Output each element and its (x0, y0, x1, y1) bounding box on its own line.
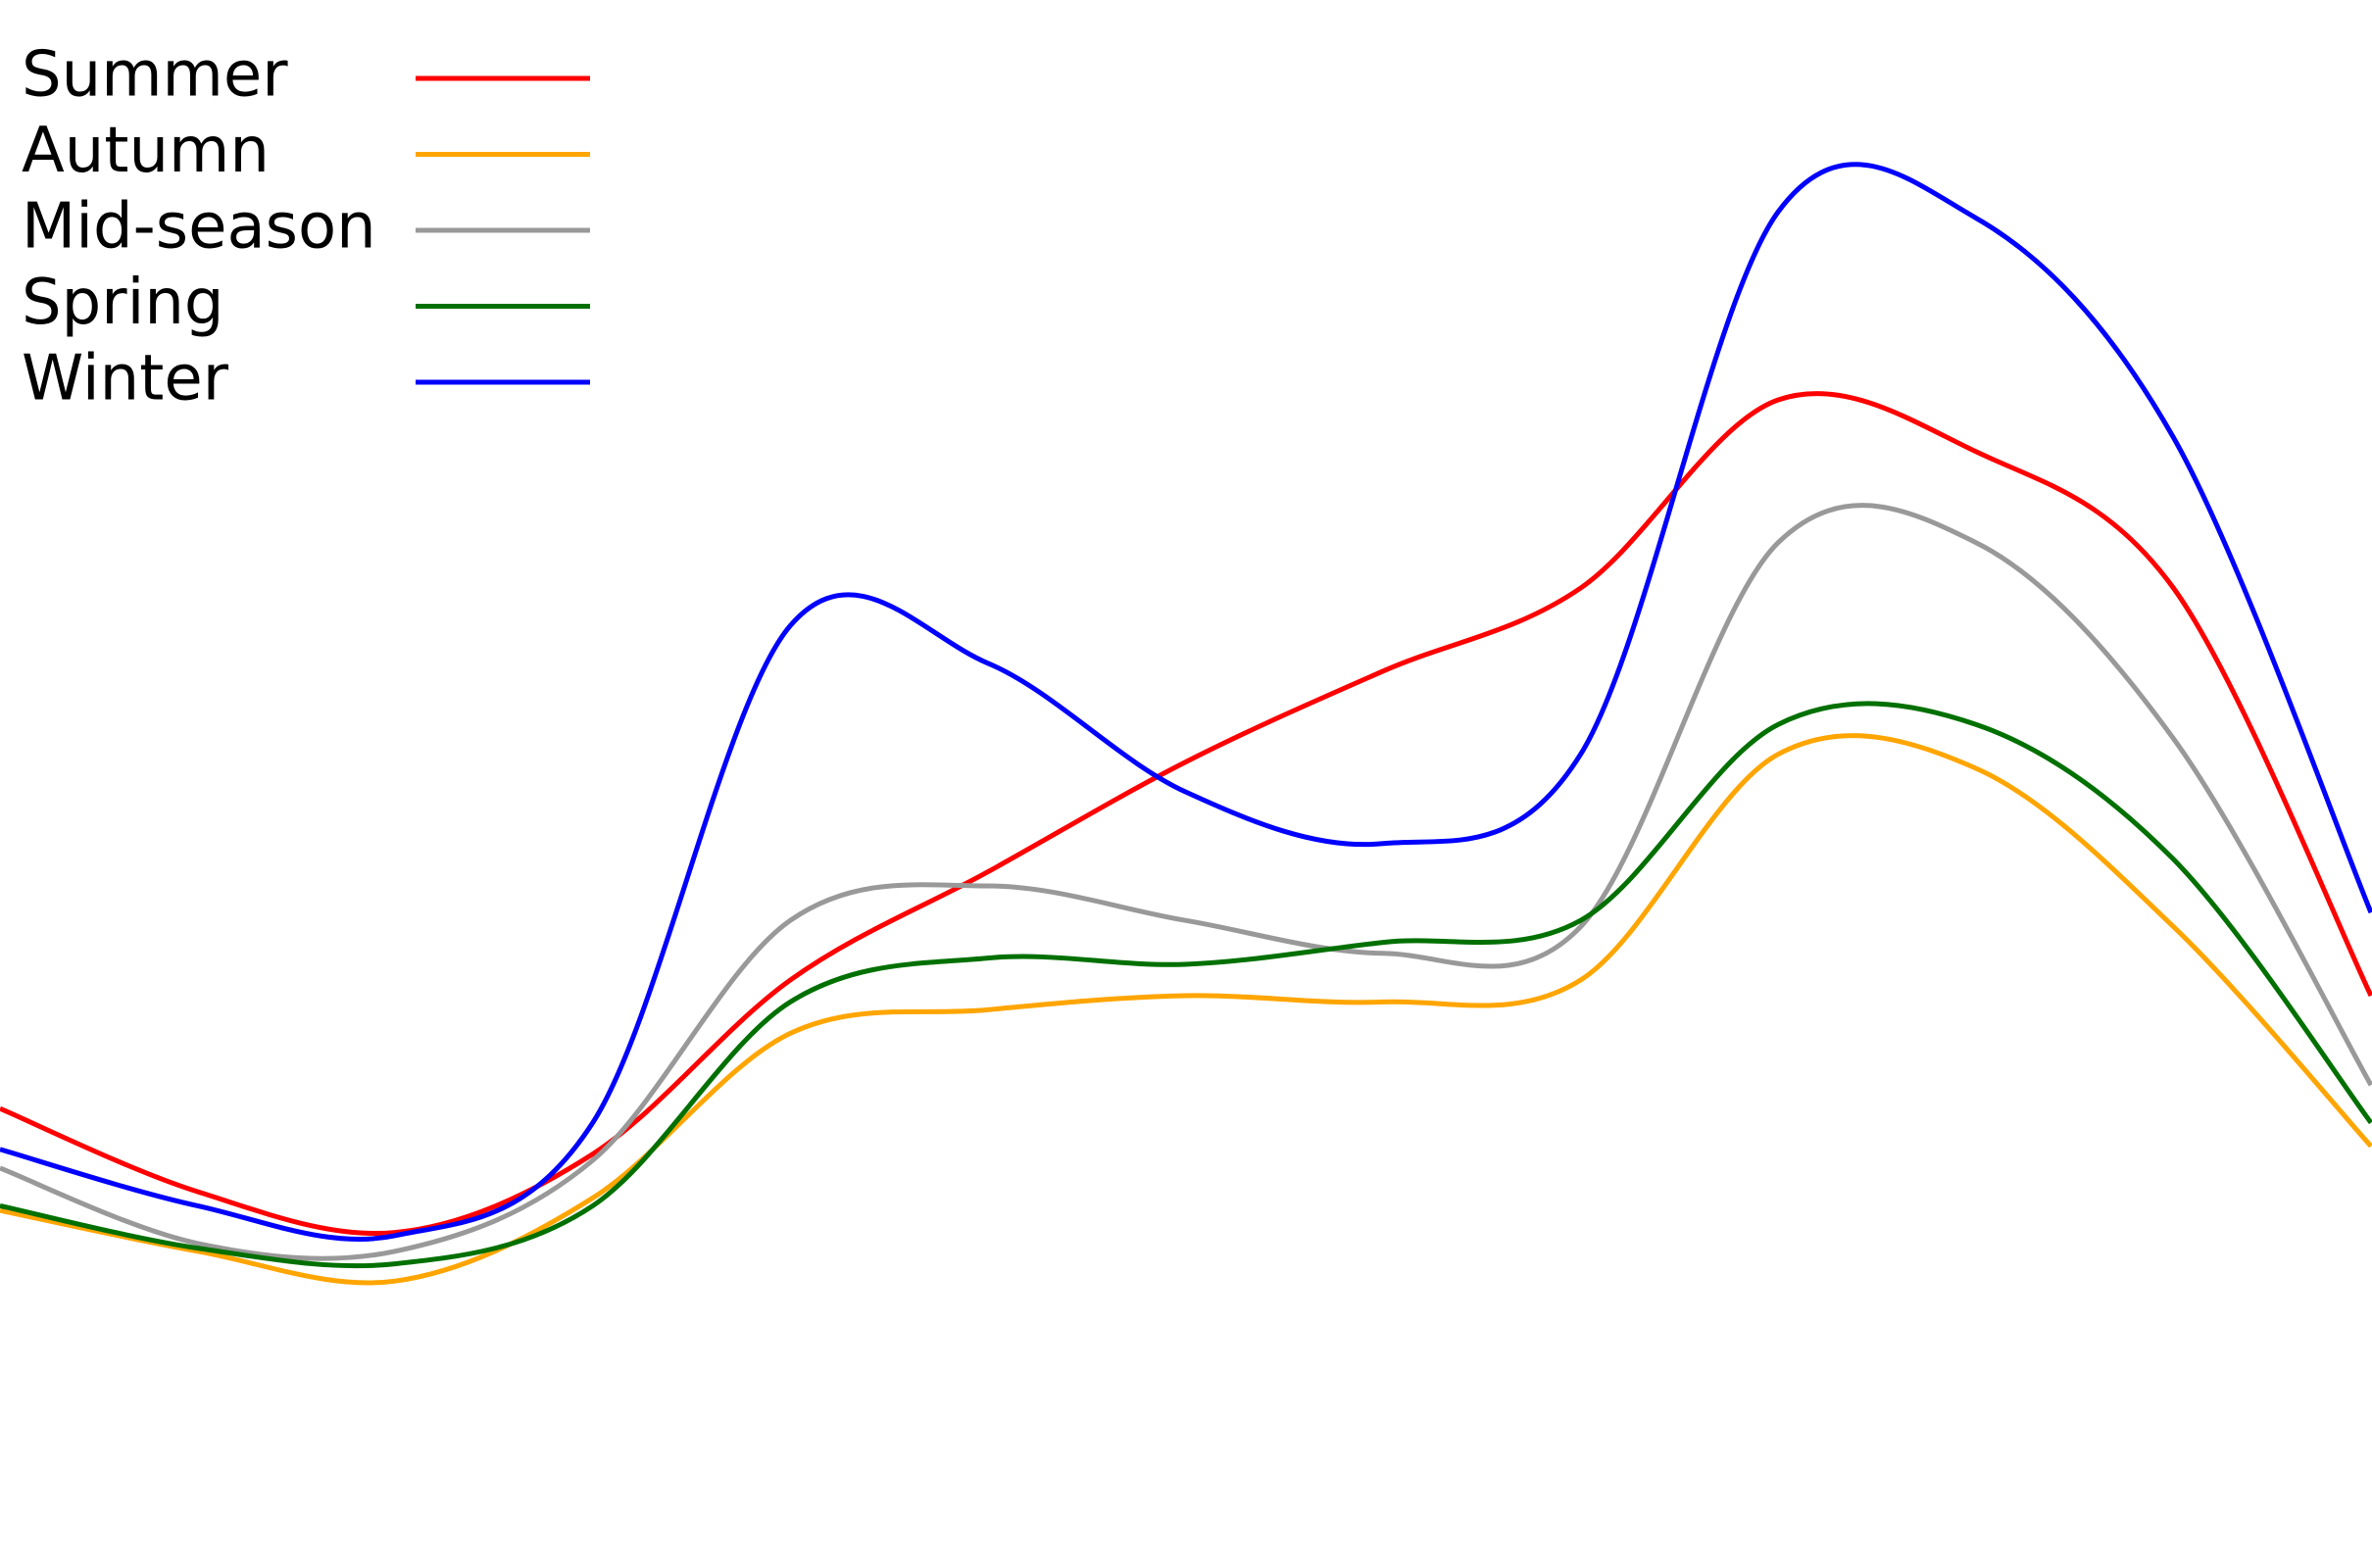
series-line (0, 701, 2372, 1269)
legend-label: Winter (22, 343, 229, 416)
legend-label: Summer (22, 39, 288, 112)
legend-label: Spring (22, 267, 224, 339)
legend-label: Mid-season (22, 191, 376, 264)
series-line (0, 733, 2372, 1286)
series-line (0, 391, 2372, 1236)
series-line (0, 503, 2372, 1261)
series-line (0, 162, 2372, 1242)
legend-label: Autumn (22, 115, 270, 187)
